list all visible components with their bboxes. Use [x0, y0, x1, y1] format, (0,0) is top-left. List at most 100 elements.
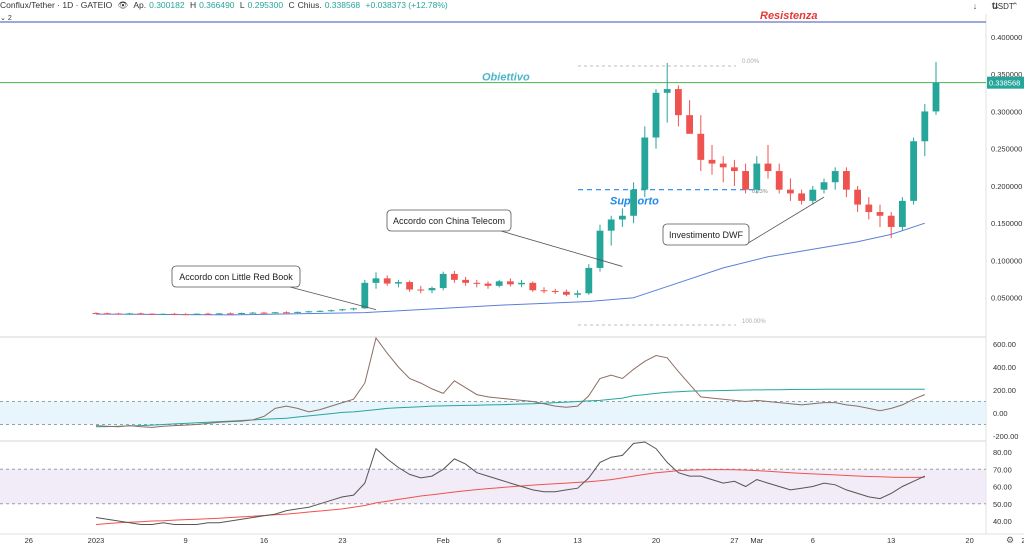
candle-body — [585, 267, 593, 294]
candle-body — [339, 309, 346, 311]
candle-body — [518, 282, 525, 285]
candle-body — [428, 288, 436, 291]
candle-body — [350, 308, 357, 310]
x-tick-label: Mar — [750, 536, 763, 544]
candle-body — [103, 313, 111, 315]
x-tick-label: 9 — [184, 536, 188, 544]
close-label: C — [288, 0, 295, 10]
candle-body — [182, 314, 189, 316]
gear-icon: ⚙ — [1006, 536, 1014, 544]
fib-top-label: 0.00% — [742, 59, 760, 65]
candle-body — [876, 212, 884, 216]
callout-box — [171, 265, 301, 288]
last-price-badge — [987, 76, 1024, 89]
fib-mid-label: 0.23% — [752, 189, 768, 195]
x-tick-label: 2023 — [88, 536, 105, 544]
candle-body — [775, 171, 783, 190]
callout-box — [662, 223, 750, 246]
candle-body — [563, 291, 570, 295]
candle-body — [596, 230, 604, 268]
symbol-title[interactable]: Conflux/Tether · 1D · GATEIO — [0, 0, 113, 10]
candle-body — [820, 182, 828, 190]
callout-text: Accordo con Little Red Book — [179, 272, 293, 282]
candle-body — [854, 189, 861, 205]
x-tick-label: 27 — [730, 536, 738, 544]
high-label: H — [189, 0, 197, 10]
candle-body — [507, 281, 514, 285]
candle-body — [865, 204, 873, 213]
candle-body — [271, 312, 279, 314]
moving-average-line — [95, 222, 925, 316]
candle-body — [887, 215, 895, 227]
rsi-line — [95, 441, 926, 525]
rsi-tick-label: 50.00 — [993, 500, 1012, 509]
close-name: Chius. — [297, 0, 322, 10]
x-tick-label: 6 — [497, 536, 501, 544]
candle-body — [238, 313, 245, 315]
y-tick-label: 0.250000 — [991, 145, 1022, 154]
layers-badge[interactable]: ⌄ 2 — [0, 15, 12, 22]
candle-body — [540, 290, 548, 292]
candle-body — [495, 281, 503, 286]
rsi-signal-line — [95, 469, 925, 525]
x-tick-label: 25 — [1021, 536, 1024, 544]
candle-body — [551, 291, 559, 293]
cci-tick-label: 400.00 — [993, 363, 1016, 372]
cci-tick-label: -200.00 — [993, 432, 1018, 441]
candle-body — [787, 189, 794, 194]
close-value: 0.338568 — [324, 0, 361, 10]
x-tick-label: 23 — [338, 536, 346, 544]
candle-body — [652, 92, 660, 138]
y-tick-label: 0.200000 — [991, 182, 1022, 191]
callout-pointer — [500, 230, 623, 267]
cci-tick-label: 0.00 — [993, 409, 1008, 418]
candle-body — [742, 171, 749, 190]
candle-body — [361, 282, 369, 309]
eye-icon[interactable]: 👁 — [117, 0, 129, 10]
candle-body — [798, 193, 805, 201]
candle-body — [227, 313, 234, 315]
candle-body — [294, 311, 301, 313]
candle-body — [910, 141, 917, 201]
x-tick-label: 20 — [652, 536, 660, 544]
top-right-controls: ↓ ⇅ ⌃ — [968, 1, 1022, 12]
rsi-tick-label: 40.00 — [993, 517, 1012, 526]
candle-body — [764, 163, 772, 172]
y-tick-label: 0.350000 — [991, 70, 1022, 79]
y-tick-label: 0.100000 — [991, 256, 1022, 265]
candle-body — [932, 82, 940, 112]
low-value: 0.295300 — [247, 0, 284, 10]
callout-pointer — [744, 196, 825, 246]
candle-body — [675, 89, 682, 116]
candle-body — [406, 282, 413, 290]
cci-band — [0, 401, 986, 425]
collapse-icon[interactable]: ⌃ — [1011, 1, 1019, 11]
candle-body — [809, 189, 817, 201]
callout-text: Accordo con China Telecom — [393, 216, 505, 226]
candle-body — [921, 111, 929, 142]
candle-body — [663, 89, 671, 93]
candle-body — [148, 313, 156, 315]
layers-count: 2 — [7, 15, 12, 22]
rsi-tick-label: 80.00 — [993, 448, 1012, 457]
candle-body — [260, 312, 268, 314]
candle-body — [383, 278, 391, 284]
candle-body — [159, 313, 167, 315]
candle-body — [417, 289, 425, 291]
candle-body — [439, 273, 447, 289]
candle-body — [641, 137, 649, 190]
callout-pointer — [289, 286, 377, 311]
candle-body — [283, 312, 290, 314]
candle-body — [899, 200, 906, 227]
currency-label[interactable]: USDT — [992, 2, 1014, 11]
candle-body — [697, 133, 705, 160]
candle-body — [473, 282, 481, 284]
arrow-up-down-icon[interactable]: ⇅ — [991, 1, 999, 11]
candle-body — [708, 159, 716, 164]
candle-body — [574, 293, 581, 295]
candle-body — [171, 313, 178, 315]
arrow-down-icon[interactable]: ↓ — [972, 1, 978, 11]
callout-box — [386, 209, 512, 232]
